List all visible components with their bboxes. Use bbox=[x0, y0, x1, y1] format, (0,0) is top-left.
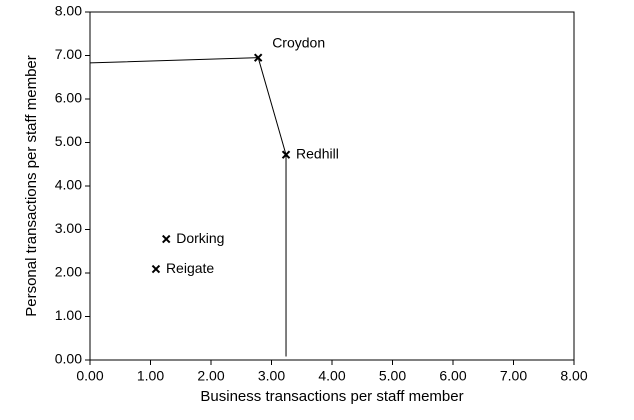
y-axis-title: Personal transactions per staff member bbox=[23, 55, 40, 317]
point-label: Reigate bbox=[166, 260, 214, 276]
y-tick-label: 7.00 bbox=[55, 46, 82, 62]
x-tick-label: 1.00 bbox=[137, 368, 164, 384]
y-tick-label: 3.00 bbox=[55, 220, 82, 236]
y-tick-label: 8.00 bbox=[55, 3, 82, 19]
point-marker bbox=[253, 53, 263, 62]
x-axis-title: Business transactions per staff member bbox=[200, 388, 463, 405]
y-tick-label: 4.00 bbox=[55, 177, 82, 193]
point-label: Dorking bbox=[176, 230, 224, 246]
x-tick-label: 6.00 bbox=[439, 368, 466, 384]
x-tick-label: 0.00 bbox=[76, 368, 103, 384]
point-marker bbox=[162, 234, 171, 244]
x-tick-label: 7.00 bbox=[500, 368, 527, 384]
x-tick-label: 5.00 bbox=[379, 368, 406, 384]
y-tick-label: 6.00 bbox=[55, 90, 82, 106]
x-tick-label: 8.00 bbox=[560, 368, 587, 384]
plot-frame bbox=[89, 11, 575, 361]
x-tick-label: 2.00 bbox=[197, 368, 224, 384]
x-tick-label: 3.00 bbox=[258, 368, 285, 384]
frontier-line bbox=[89, 57, 287, 357]
point-marker bbox=[281, 150, 291, 159]
x-tick-label: 4.00 bbox=[318, 368, 345, 384]
y-tick-label: 1.00 bbox=[55, 307, 82, 323]
point-marker bbox=[151, 264, 161, 274]
y-tick-label: 0.00 bbox=[55, 351, 82, 367]
y-tick-label: 2.00 bbox=[55, 264, 82, 280]
point-label: Croydon bbox=[272, 34, 325, 50]
point-label: Redhill bbox=[296, 145, 339, 161]
y-tick-label: 5.00 bbox=[55, 133, 82, 149]
